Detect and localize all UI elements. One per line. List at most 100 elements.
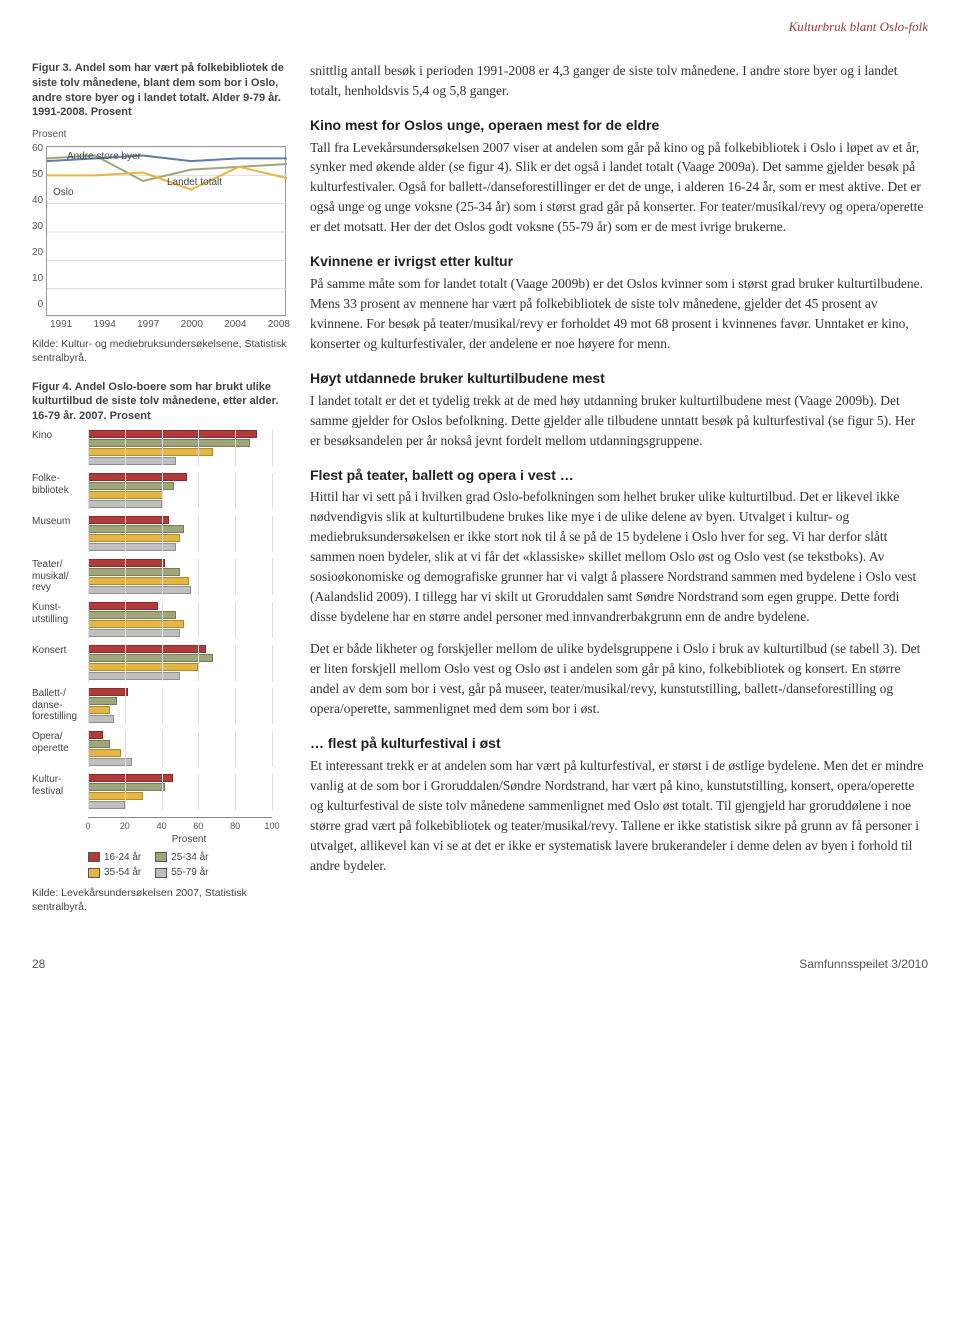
bar xyxy=(88,801,125,809)
bar xyxy=(88,731,103,739)
section-5-title: … flest på kulturfestival i øst xyxy=(310,733,928,754)
figure-3-y-ticks: 60 50 40 30 20 10 0 xyxy=(32,142,46,312)
bar xyxy=(88,457,176,465)
bar-category-label: Folke-bibliotek xyxy=(32,473,88,496)
bar-category-label: Opera/operette xyxy=(32,731,88,754)
bar xyxy=(88,783,165,791)
figure-4: Figur 4. Andel Oslo-boere som har brukt … xyxy=(32,380,290,914)
legend-item: 16-24 år xyxy=(88,851,141,865)
bar-group: Opera/operette xyxy=(32,731,272,767)
xtick: 2000 xyxy=(181,318,203,332)
xtick: 2004 xyxy=(224,318,246,332)
section-1-title: Kino mest for Oslos unge, operaen mest f… xyxy=(310,115,928,136)
figure-4-source: Kilde: Levekårsundersøkelsen 2007, Stati… xyxy=(32,886,290,914)
ytick: 40 xyxy=(32,194,43,208)
figure-3: Figur 3. Andel som har vært på folkebibl… xyxy=(32,61,290,366)
bar xyxy=(88,430,257,438)
ytick: 10 xyxy=(32,272,43,286)
bar xyxy=(88,543,176,551)
left-column: Figur 3. Andel som har vært på folkebibl… xyxy=(32,61,290,928)
figure-4-x-axis-label: Prosent xyxy=(88,833,290,847)
ytick: 30 xyxy=(32,220,43,234)
bar xyxy=(88,774,173,782)
figure-3-chart: Andre store byer Oslo Landet totalt xyxy=(46,146,286,316)
figure-4-chart: Kino Folke-bibliotek Museum Teater/musikal/… xyxy=(32,430,272,810)
bar xyxy=(88,586,191,594)
xtick: 60 xyxy=(193,820,203,832)
page-number: 28 xyxy=(32,956,45,973)
section-1-paragraph: Tall fra Levekårsundersøkelsen 2007 vise… xyxy=(310,138,928,238)
bar-group: Kultur-festival xyxy=(32,774,272,810)
bar xyxy=(88,672,180,680)
running-header: Kulturbruk blant Oslo-folk xyxy=(32,18,928,37)
bar xyxy=(88,706,110,714)
figure-3-yaxis-title: Prosent xyxy=(32,128,290,142)
xtick: 1997 xyxy=(137,318,159,332)
svg-text:Landet totalt: Landet totalt xyxy=(167,177,222,188)
bar xyxy=(88,577,189,585)
bar xyxy=(88,611,176,619)
two-column-layout: Figur 3. Andel som har vært på folkebibl… xyxy=(32,61,928,928)
xtick: 40 xyxy=(157,820,167,832)
bar xyxy=(88,629,180,637)
svg-text:Andre store byer: Andre store byer xyxy=(67,151,142,162)
ytick: 50 xyxy=(32,168,43,182)
page-footer: 28 Samfunnsspeilet 3/2010 xyxy=(32,956,928,973)
bar xyxy=(88,688,128,696)
bar-category-label: Kultur-festival xyxy=(32,774,88,797)
bar xyxy=(88,516,169,524)
section-2-paragraph: På samme måte som for landet totalt (Vaa… xyxy=(310,274,928,354)
figure-3-caption: Figur 3. Andel som har vært på folkebibl… xyxy=(32,61,290,120)
section-3-title: Høyt utdannede bruker kulturtilbudene me… xyxy=(310,368,928,389)
bar-group: Ballett-/danse-forestilling xyxy=(32,688,272,724)
bar xyxy=(88,568,180,576)
bar-category-label: Konsert xyxy=(32,645,88,657)
section-4-paragraph-2: Det er både likheter og forskjeller mell… xyxy=(310,639,928,719)
section-4-title: Flest på teater, ballett og opera i vest… xyxy=(310,465,928,486)
figure-3-source: Kilde: Kultur- og mediebruksundersøkelse… xyxy=(32,337,290,365)
section-2-title: Kvinnene er ivrigst etter kultur xyxy=(310,251,928,272)
bar xyxy=(88,448,213,456)
figure-4-caption: Figur 4. Andel Oslo-boere som har brukt … xyxy=(32,380,290,425)
intro-paragraph: snittlig antall besøk i perioden 1991-20… xyxy=(310,61,928,101)
xtick: 0 xyxy=(85,820,90,832)
xtick: 2008 xyxy=(268,318,290,332)
legend-item: 25-34 år xyxy=(155,851,208,865)
publication-name: Samfunnsspeilet 3/2010 xyxy=(799,956,928,973)
bar xyxy=(88,439,250,447)
bar-group: Kino xyxy=(32,430,272,466)
xtick: 1991 xyxy=(50,318,72,332)
xtick: 100 xyxy=(264,820,279,832)
svg-text:Oslo: Oslo xyxy=(53,187,74,198)
legend-item: 35-54 år xyxy=(88,866,141,880)
ytick: 0 xyxy=(32,298,43,312)
section-4-paragraph-1: Hittil har vi sett på i hvilken grad Osl… xyxy=(310,487,928,627)
bar-category-label: Teater/musikal/revy xyxy=(32,559,88,594)
figure-3-caption-lead: Figur 3. xyxy=(32,62,72,74)
bar xyxy=(88,559,165,567)
legend-item: 55-79 år xyxy=(155,866,208,880)
section-5-paragraph: Et interessant trekk er at andelen som h… xyxy=(310,756,928,876)
bar xyxy=(88,697,117,705)
bar-group: Museum xyxy=(32,516,272,552)
bar xyxy=(88,525,184,533)
bar xyxy=(88,792,143,800)
bar xyxy=(88,740,110,748)
bar xyxy=(88,602,158,610)
bar xyxy=(88,473,187,481)
main-text-column: snittlig antall besøk i perioden 1991-20… xyxy=(310,61,928,928)
bar-category-label: Museum xyxy=(32,516,88,528)
figure-4-caption-lead: Figur 4. xyxy=(32,381,72,393)
bar xyxy=(88,645,206,653)
ytick: 20 xyxy=(32,246,43,260)
figure-4-x-axis: 020406080100 xyxy=(88,817,272,833)
bar xyxy=(88,620,184,628)
xtick: 80 xyxy=(230,820,240,832)
bar-group: Folke-bibliotek xyxy=(32,473,272,509)
bar-group: Teater/musikal/revy xyxy=(32,559,272,595)
bar-category-label: Kunst-utstilling xyxy=(32,602,88,625)
figure-4-legend: 16-24 år 25-34 år 35-54 år 55-79 år xyxy=(88,851,290,880)
xtick: 20 xyxy=(120,820,130,832)
section-3-paragraph: I landet totalt er det et tydelig trekk … xyxy=(310,391,928,451)
xtick: 1994 xyxy=(94,318,116,332)
